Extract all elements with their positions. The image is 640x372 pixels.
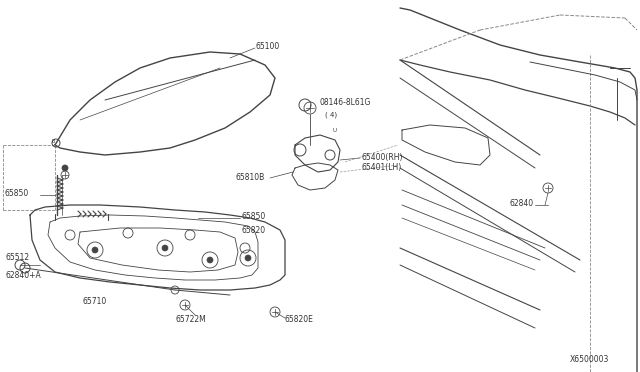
Text: X6500003: X6500003 bbox=[570, 356, 609, 365]
Text: 65400(RH): 65400(RH) bbox=[362, 153, 403, 161]
Text: 65100: 65100 bbox=[255, 42, 279, 51]
Text: 65401(LH): 65401(LH) bbox=[362, 163, 403, 171]
Text: 65810B: 65810B bbox=[235, 173, 264, 182]
Circle shape bbox=[162, 245, 168, 251]
Text: 62840: 62840 bbox=[510, 199, 534, 208]
Text: 65820: 65820 bbox=[242, 225, 266, 234]
Text: 65512: 65512 bbox=[5, 253, 29, 263]
Text: 65850: 65850 bbox=[4, 189, 28, 198]
Circle shape bbox=[62, 165, 68, 171]
Text: 65820E: 65820E bbox=[285, 315, 314, 324]
Text: 62840+A: 62840+A bbox=[5, 270, 41, 279]
Circle shape bbox=[207, 257, 213, 263]
Text: 65710: 65710 bbox=[82, 298, 106, 307]
Circle shape bbox=[92, 247, 98, 253]
Text: U: U bbox=[333, 128, 337, 132]
Circle shape bbox=[245, 255, 251, 261]
Text: 65722M: 65722M bbox=[175, 315, 205, 324]
Text: B: B bbox=[51, 138, 54, 144]
Text: 08146-8L61G: 08146-8L61G bbox=[320, 97, 371, 106]
Text: ( 4): ( 4) bbox=[325, 112, 337, 118]
Text: 65850: 65850 bbox=[242, 212, 266, 221]
